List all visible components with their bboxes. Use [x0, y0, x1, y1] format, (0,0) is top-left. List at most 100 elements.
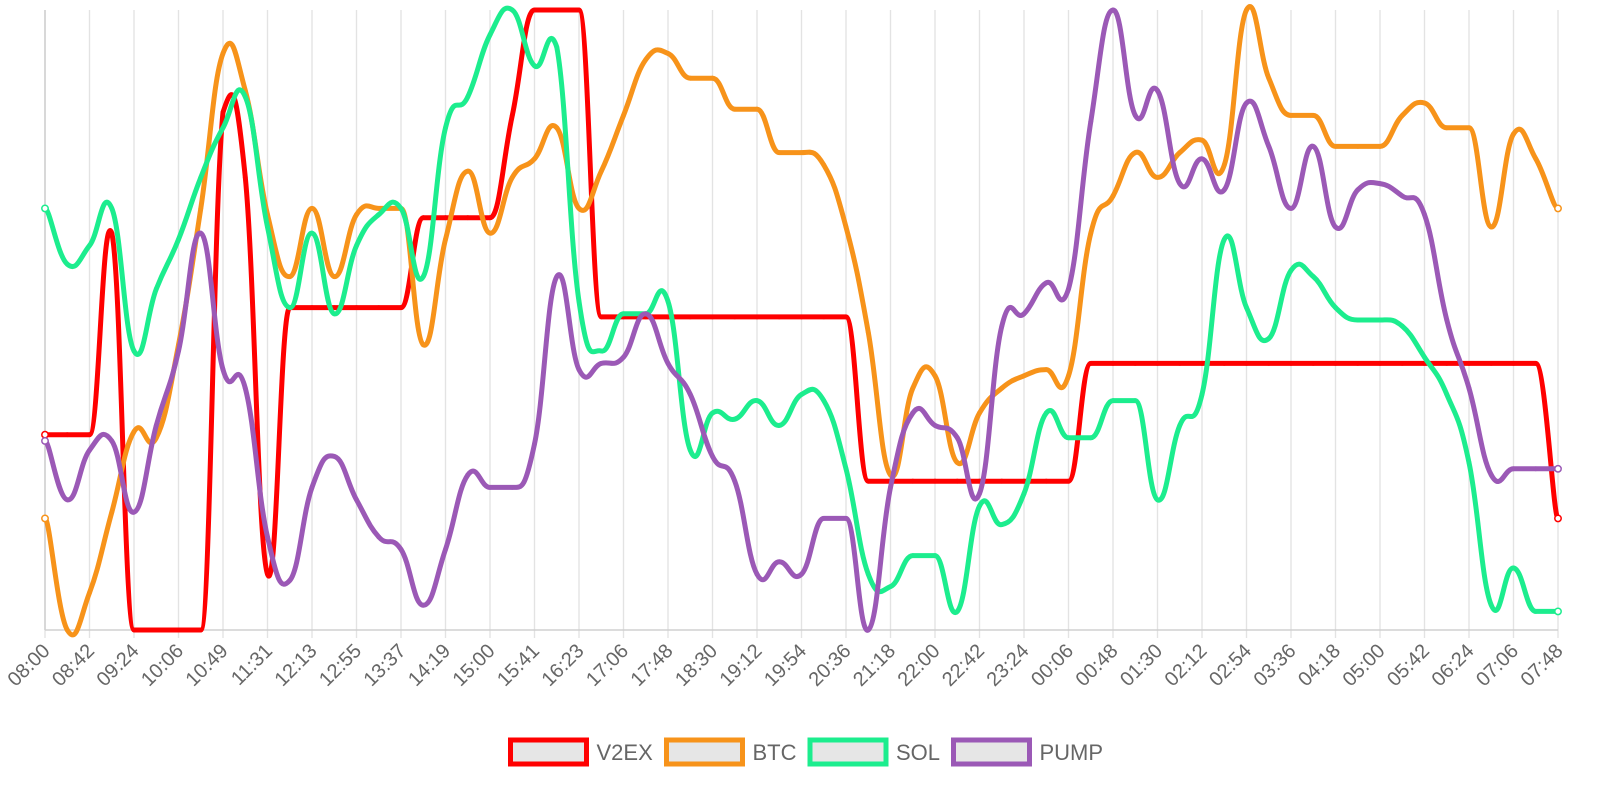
data-point-pump[interactable] [843, 516, 849, 521]
data-point-v2ex[interactable] [1266, 361, 1272, 366]
data-point-v2ex[interactable] [198, 627, 204, 633]
data-point-pump[interactable] [776, 559, 782, 565]
data-point-sol[interactable] [1244, 305, 1249, 310]
data-point-sol[interactable] [865, 571, 871, 577]
data-point-pump[interactable] [999, 323, 1005, 329]
data-point-v2ex[interactable] [354, 305, 359, 310]
data-point-btc[interactable] [843, 224, 849, 230]
data-point-btc[interactable] [665, 51, 671, 56]
data-point-pump[interactable] [509, 485, 515, 490]
data-point-v2ex[interactable] [242, 175, 248, 180]
data-point-btc[interactable] [1132, 150, 1138, 156]
data-point-pump[interactable] [665, 361, 671, 366]
data-point-v2ex[interactable] [1110, 361, 1116, 366]
data-point-pump[interactable] [1199, 156, 1205, 162]
data-point-btc[interactable] [554, 125, 560, 131]
data-point-pump[interactable] [1221, 187, 1227, 193]
data-point-pump[interactable] [41, 436, 49, 445]
data-point-pump[interactable] [554, 274, 560, 279]
data-point-v2ex[interactable] [687, 314, 693, 320]
data-point-pump[interactable] [265, 534, 270, 540]
data-point-btc[interactable] [1266, 75, 1272, 81]
data-point-v2ex[interactable] [1043, 478, 1049, 484]
legend-item-sol[interactable]: SOL [807, 737, 940, 767]
data-point-pump[interactable] [398, 547, 404, 552]
data-point-sol[interactable] [331, 311, 337, 317]
data-point-btc[interactable] [487, 230, 493, 236]
data-point-sol[interactable] [1221, 237, 1227, 242]
data-point-btc[interactable] [910, 385, 916, 391]
data-point-pump[interactable] [865, 627, 871, 633]
data-point-sol[interactable] [888, 584, 893, 589]
data-point-v2ex[interactable] [1177, 361, 1183, 366]
data-point-v2ex[interactable] [554, 7, 560, 13]
data-point-pump[interactable] [354, 497, 359, 503]
data-point-v2ex[interactable] [1444, 361, 1450, 366]
data-point-v2ex[interactable] [932, 478, 938, 484]
data-point-v2ex[interactable] [131, 627, 137, 633]
data-point-v2ex[interactable] [910, 478, 916, 484]
data-point-sol[interactable] [198, 175, 204, 180]
data-point-v2ex[interactable] [487, 215, 493, 221]
data-point-sol[interactable] [443, 125, 448, 131]
data-point-v2ex[interactable] [220, 109, 226, 115]
data-point-sol[interactable] [554, 44, 560, 50]
data-point-btc[interactable] [643, 57, 649, 62]
data-point-btc[interactable] [509, 175, 515, 180]
data-point-sol[interactable] [1199, 392, 1205, 397]
data-point-sol[interactable] [1377, 317, 1383, 323]
data-point-pump[interactable] [87, 447, 92, 453]
data-point-v2ex[interactable] [1488, 361, 1494, 366]
data-point-btc[interactable] [1377, 144, 1383, 149]
data-point-sol[interactable] [799, 392, 804, 397]
data-point-v2ex[interactable] [153, 627, 159, 633]
data-point-btc[interactable] [1511, 131, 1516, 137]
data-point-pump[interactable] [1132, 113, 1138, 118]
data-point-v2ex[interactable] [64, 432, 70, 438]
data-point-btc[interactable] [1088, 230, 1094, 236]
data-point-pump[interactable] [621, 354, 626, 360]
data-point-btc[interactable] [977, 410, 982, 416]
data-point-pump[interactable] [799, 571, 804, 577]
data-point-btc[interactable] [865, 330, 871, 335]
data-point-v2ex[interactable] [41, 430, 49, 439]
data-point-sol[interactable] [176, 237, 181, 242]
data-point-btc[interactable] [1533, 156, 1539, 162]
data-point-btc[interactable] [1244, 7, 1249, 13]
data-point-pump[interactable] [64, 497, 70, 503]
data-point-btc[interactable] [799, 150, 804, 156]
data-point-pump[interactable] [1444, 317, 1450, 323]
data-point-v2ex[interactable] [1533, 361, 1539, 366]
data-point-v2ex[interactable] [1377, 361, 1383, 366]
data-point-pump[interactable] [1466, 385, 1472, 391]
data-point-sol[interactable] [576, 299, 582, 304]
data-point-v2ex[interactable] [576, 7, 582, 13]
data-point-pump[interactable] [1511, 466, 1516, 472]
data-point-btc[interactable] [465, 168, 471, 174]
data-point-sol[interactable] [1110, 398, 1116, 403]
data-point-btc[interactable] [1333, 144, 1338, 149]
data-point-pump[interactable] [1377, 181, 1383, 187]
data-point-pump[interactable] [1021, 311, 1027, 317]
data-point-btc[interactable] [754, 106, 760, 112]
data-point-btc[interactable] [1554, 204, 1562, 213]
data-point-pump[interactable] [1399, 193, 1405, 199]
data-point-sol[interactable] [398, 206, 404, 211]
data-point-sol[interactable] [64, 261, 70, 267]
data-point-pump[interactable] [309, 485, 315, 490]
data-point-sol[interactable] [220, 125, 226, 131]
data-point-sol[interactable] [954, 609, 960, 614]
data-point-pump[interactable] [1422, 212, 1427, 218]
data-point-v2ex[interactable] [1199, 361, 1205, 366]
data-point-btc[interactable] [932, 373, 938, 379]
data-point-v2ex[interactable] [776, 314, 782, 320]
data-point-pump[interactable] [242, 385, 248, 391]
data-point-pump[interactable] [1043, 280, 1049, 286]
data-point-btc[interactable] [1422, 100, 1427, 106]
data-point-pump[interactable] [220, 367, 226, 372]
data-point-v2ex[interactable] [754, 314, 760, 320]
data-point-sol[interactable] [710, 410, 715, 416]
data-point-pump[interactable] [1488, 472, 1494, 478]
data-point-btc[interactable] [64, 627, 70, 633]
data-point-v2ex[interactable] [598, 314, 604, 320]
